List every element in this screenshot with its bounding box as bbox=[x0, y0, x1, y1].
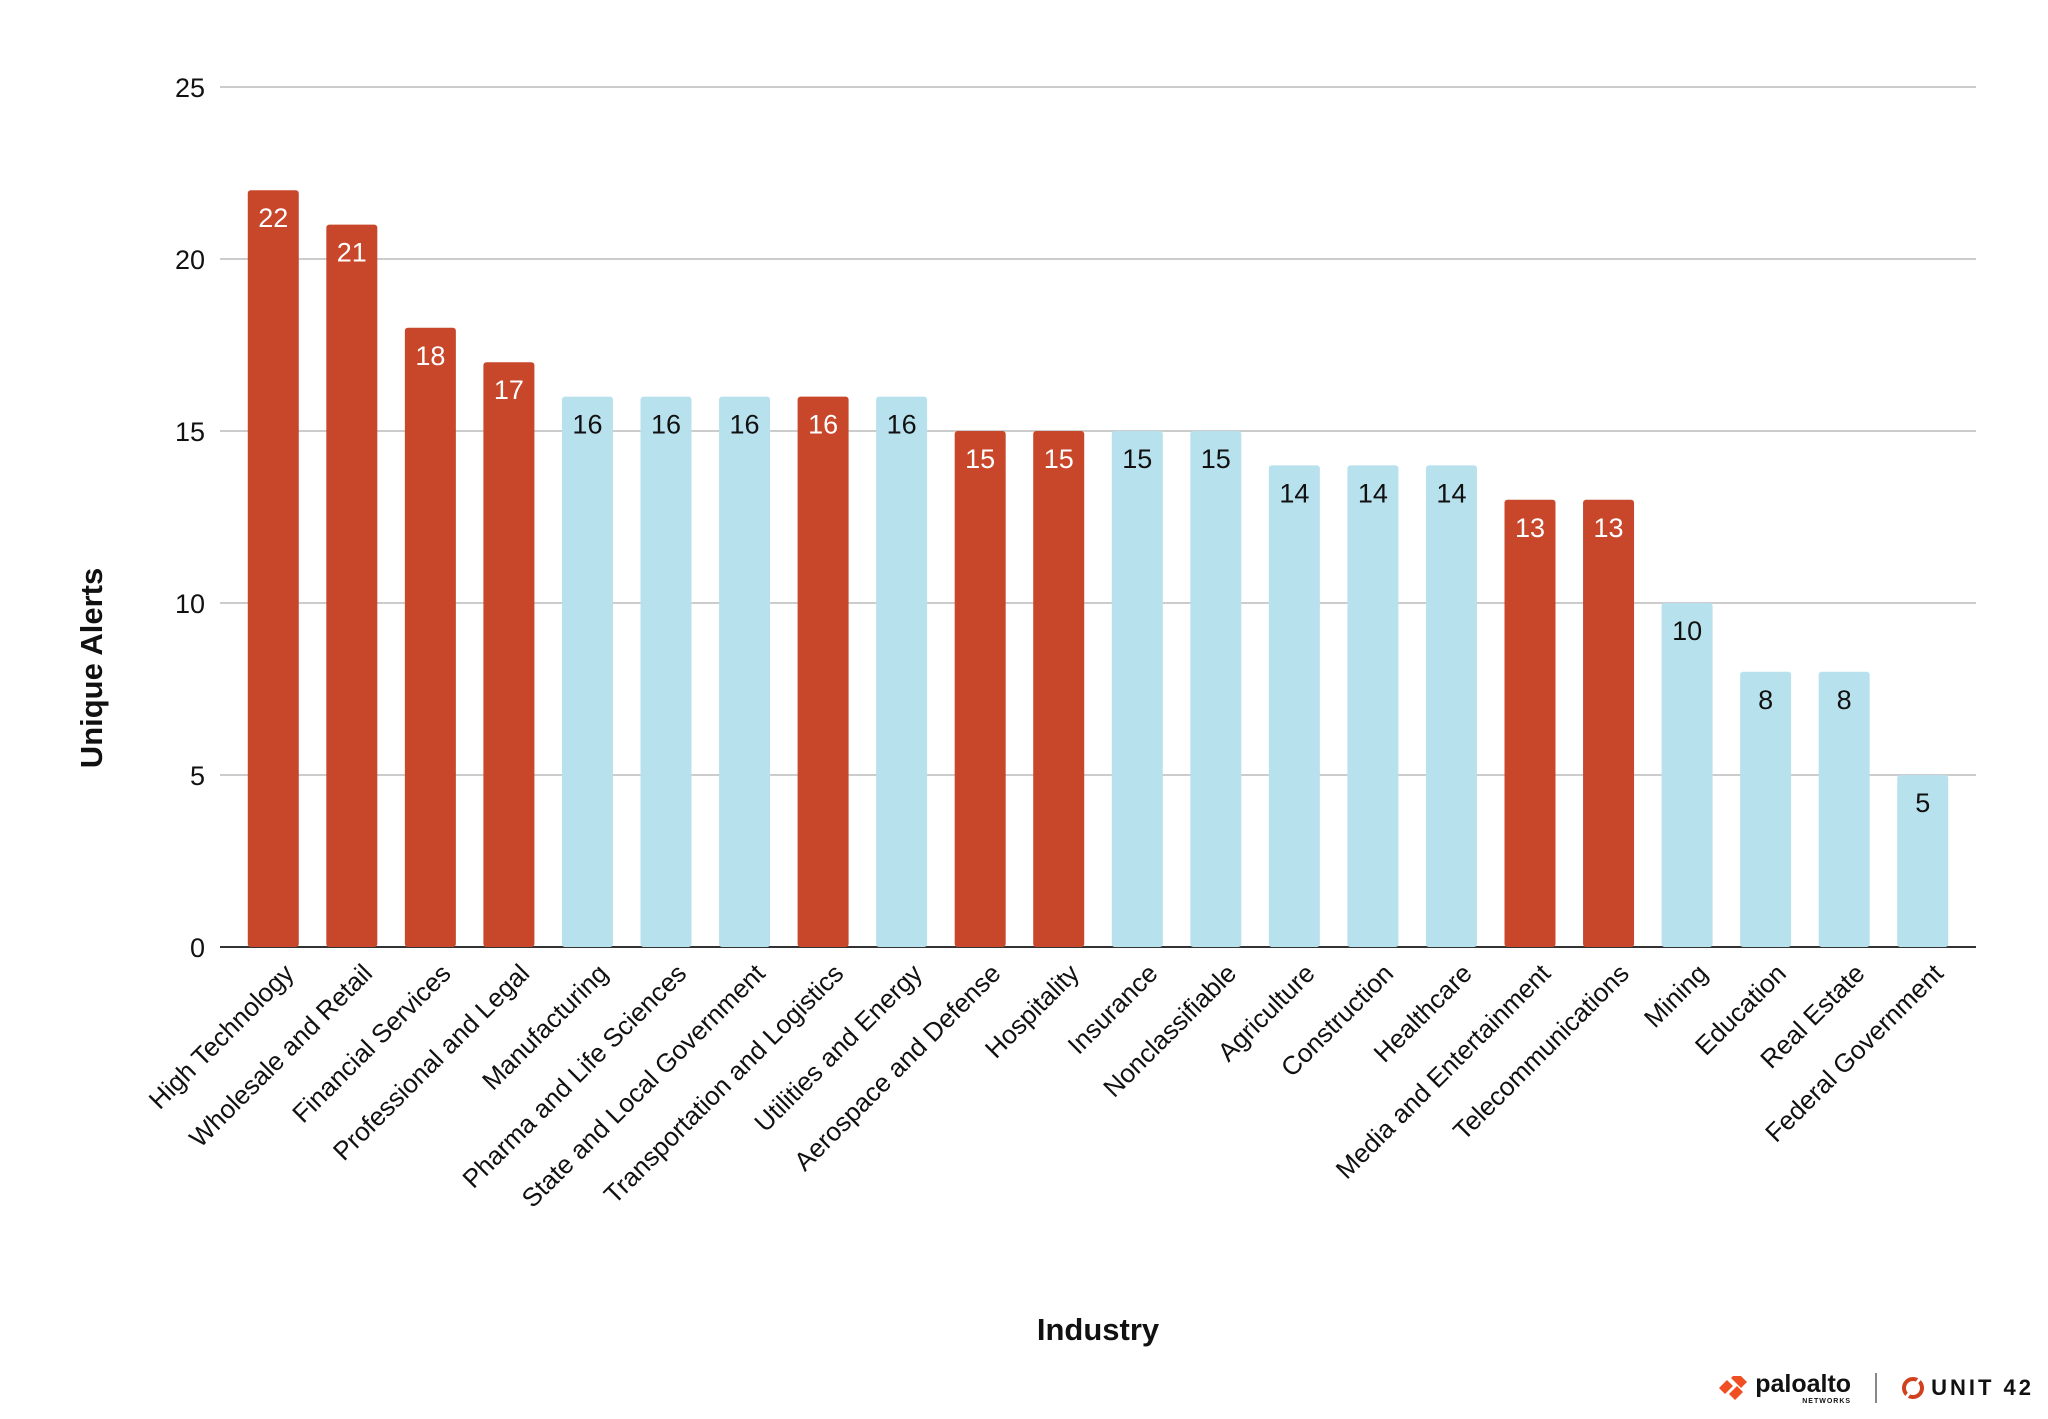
x-tick-label: Mining bbox=[1638, 958, 1713, 1033]
data-label: 16 bbox=[808, 410, 838, 440]
data-label: 14 bbox=[1279, 478, 1309, 508]
unit42-mark-icon bbox=[1902, 1376, 1925, 1400]
data-label: 10 bbox=[1672, 616, 1702, 646]
data-label: 13 bbox=[1515, 513, 1545, 543]
bar bbox=[1111, 431, 1163, 947]
data-label: 18 bbox=[415, 341, 445, 371]
data-label: 15 bbox=[965, 444, 995, 474]
y-tick-label: 25 bbox=[175, 73, 205, 103]
bar bbox=[1818, 671, 1870, 947]
x-axis-title: Industry bbox=[1037, 1312, 1160, 1347]
data-label: 15 bbox=[1201, 444, 1231, 474]
bar bbox=[1425, 465, 1477, 947]
data-label: 16 bbox=[730, 410, 760, 440]
bar bbox=[640, 396, 692, 948]
y-tick-label: 0 bbox=[190, 933, 205, 963]
unit42-text: UNIT 42 bbox=[1931, 1375, 2034, 1400]
paloalto-wordmark: paloalto NETWORKS bbox=[1755, 1369, 1852, 1405]
paloalto-subtext: NETWORKS bbox=[1802, 1397, 1852, 1405]
data-label: 14 bbox=[1436, 478, 1466, 508]
bar bbox=[954, 431, 1006, 947]
bar bbox=[404, 327, 456, 947]
bar bbox=[797, 396, 849, 948]
bar bbox=[1740, 671, 1792, 947]
bar bbox=[561, 396, 613, 948]
x-tick-label: High Technology bbox=[143, 958, 300, 1115]
x-tick-label: Nonclassifiable bbox=[1097, 958, 1242, 1103]
bar bbox=[1347, 465, 1399, 947]
data-label: 5 bbox=[1915, 788, 1930, 818]
y-tick-label: 5 bbox=[190, 761, 205, 791]
bar bbox=[1504, 499, 1556, 947]
bar bbox=[483, 362, 535, 947]
y-tick-label: 15 bbox=[175, 417, 205, 447]
paloalto-text: paloalto bbox=[1755, 1369, 1852, 1398]
bar bbox=[1268, 465, 1320, 947]
data-label: 15 bbox=[1044, 444, 1074, 474]
y-tick-label: 20 bbox=[175, 245, 205, 275]
bar bbox=[1033, 431, 1085, 947]
paloalto-mark-icon bbox=[1719, 1376, 1748, 1400]
bar bbox=[247, 190, 299, 947]
data-label: 17 bbox=[494, 375, 524, 405]
data-label: 21 bbox=[337, 238, 367, 268]
data-label: 16 bbox=[887, 410, 917, 440]
y-tick-label: 10 bbox=[175, 589, 205, 619]
bar bbox=[1583, 499, 1635, 947]
bar bbox=[1190, 431, 1242, 947]
bar bbox=[876, 396, 928, 948]
y-axis-title: Unique Alerts bbox=[74, 568, 109, 768]
data-label: 22 bbox=[258, 203, 288, 233]
brand-logos: paloalto NETWORKS UNIT 42 bbox=[1717, 1366, 2048, 1410]
data-label: 8 bbox=[1837, 685, 1852, 715]
data-label: 16 bbox=[651, 410, 681, 440]
data-label: 15 bbox=[1122, 444, 1152, 474]
unit42-logo: UNIT 42 bbox=[1901, 1375, 2034, 1401]
logo-divider bbox=[1875, 1373, 1878, 1403]
bar bbox=[1661, 603, 1713, 947]
data-label: 8 bbox=[1758, 685, 1773, 715]
bar bbox=[1897, 775, 1949, 947]
bar bbox=[326, 224, 378, 948]
bar bbox=[719, 396, 771, 948]
data-label: 13 bbox=[1594, 513, 1624, 543]
paloalto-logo: paloalto NETWORKS bbox=[1717, 1369, 1852, 1405]
data-label: 14 bbox=[1358, 478, 1388, 508]
data-label: 16 bbox=[572, 410, 602, 440]
